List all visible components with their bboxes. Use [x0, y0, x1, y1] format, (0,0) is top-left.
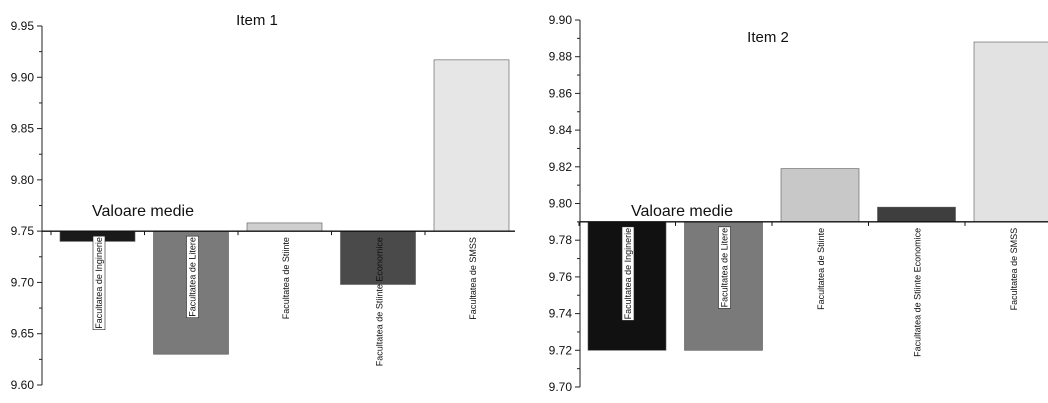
- category-label-box: [186, 235, 199, 319]
- bar: [246, 222, 323, 232]
- reference-label: Valoare medie: [92, 203, 194, 220]
- category-label: Facultatea de Stiinte: [281, 237, 291, 319]
- y-tick-label: 9.90: [11, 70, 35, 84]
- y-tick-label: 9.78: [549, 233, 573, 247]
- category-label: Facultatea de SMSS: [1009, 228, 1019, 311]
- category-label: Facultatea de Stiinte Economice: [913, 228, 923, 357]
- category-label-box: [92, 235, 106, 331]
- y-tick-label: 9.88: [549, 50, 573, 64]
- y-tick-label: 9.70: [11, 275, 35, 289]
- category-label-box: [621, 226, 635, 321]
- y-tick-label: 9.70: [549, 380, 573, 394]
- category-label: Facultatea de Inginerie: [623, 228, 633, 320]
- bar: [973, 41, 1048, 223]
- y-tick-label: 9.86: [549, 86, 573, 100]
- y-tick-label: 9.74: [549, 307, 573, 321]
- bar: [340, 230, 416, 285]
- category-label: Facultatea de Litere: [188, 237, 198, 317]
- bar: [877, 206, 956, 223]
- chart-title: Item 2: [747, 29, 789, 46]
- y-tick-label: 9.95: [11, 19, 35, 33]
- y-tick-label: 9.80: [11, 173, 35, 187]
- y-tick-label: 9.75: [11, 224, 35, 238]
- y-tick-label: 9.60: [11, 378, 35, 392]
- y-tick-label: 9.84: [549, 123, 573, 137]
- category-label: Facultatea de Inginerie: [94, 237, 104, 329]
- y-tick-label: 9.80: [549, 197, 573, 211]
- y-tick-label: 9.90: [549, 13, 573, 27]
- y-tick-label: 9.65: [11, 327, 35, 341]
- y-tick-label: 9.76: [549, 270, 573, 284]
- item-1-chart: Item 1 Valoare medie 9.60 9.65 9.70 9.75 9.8…: [11, 12, 515, 392]
- bar: [780, 168, 860, 223]
- category-label-box: [718, 226, 731, 309]
- y-tick-label: 9.72: [549, 343, 573, 357]
- y-tick-label: 9.82: [549, 160, 573, 174]
- y-tick-label: 9.85: [11, 122, 35, 136]
- category-label: Facultatea de Stiinte: [816, 228, 826, 310]
- category-label: Facultatea de Litere: [720, 228, 730, 308]
- category-label: Facultatea de SMSS: [468, 237, 478, 320]
- reference-label: Valoare medie: [631, 203, 733, 220]
- chart-title: Item 1: [236, 12, 278, 29]
- category-label: Facultatea de Stiinte Economice: [375, 237, 385, 366]
- bar: [433, 59, 510, 232]
- item-2-chart: Item 2 Valoare medie 9.70 9.72 9.74 9.76 9.7…: [549, 13, 1048, 394]
